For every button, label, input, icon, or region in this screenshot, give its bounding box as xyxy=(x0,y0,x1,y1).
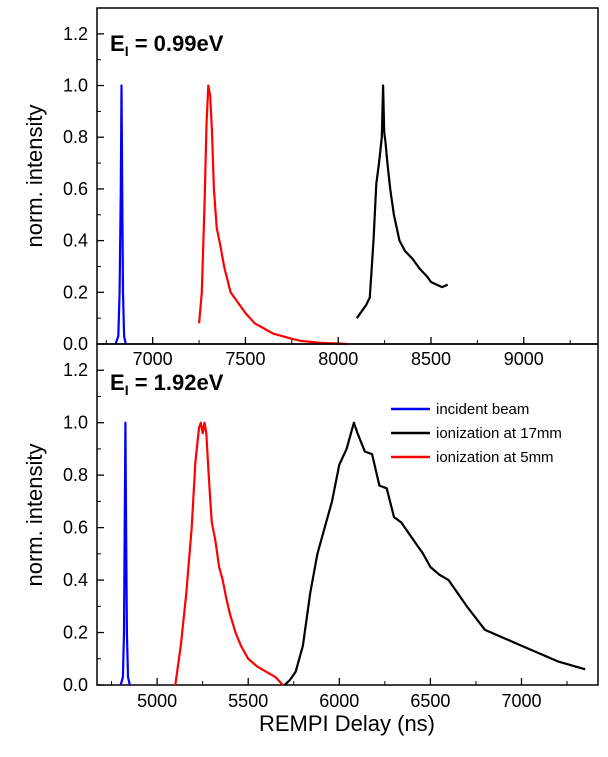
panel-top-title-rest: = 0.99eV xyxy=(129,31,224,56)
y-tick-label: 1.2 xyxy=(63,24,88,44)
legend-label-incident-beam: incident beam xyxy=(436,401,529,418)
series-line-incident-beam xyxy=(119,421,131,686)
panel-bottom: 5000 5500 6000 6500 7000 0.0 0.2 0.4 0.6 0.8 1.0 1… xyxy=(22,343,599,711)
y-tick-label: 1.0 xyxy=(63,413,88,433)
panel-bottom-series xyxy=(119,421,586,686)
series-line-ionization-at-5mm xyxy=(198,84,348,346)
x-tick-label: 7500 xyxy=(225,349,265,369)
x-tick-label: 8500 xyxy=(411,349,451,369)
panel-top-title-sub: I xyxy=(125,43,129,59)
y-tick-label: 0.2 xyxy=(63,282,88,302)
panel-top-y-ticks: 0.0 0.2 0.4 0.6 0.8 1.0 1.2 xyxy=(63,7,104,354)
x-tick-label: 7000 xyxy=(133,349,173,369)
y-tick-label: 1.0 xyxy=(63,76,88,96)
panel-top-title: EI = 0.99eV xyxy=(110,31,224,59)
y-tick-label: 0.6 xyxy=(63,179,88,199)
x-tick-label: 9000 xyxy=(504,349,544,369)
x-tick-label: 5500 xyxy=(228,691,268,711)
y-tick-label: 0.4 xyxy=(63,231,88,251)
series-line-ionization-at-5mm xyxy=(174,421,284,686)
x-axis-title: REMPI Delay (ns) xyxy=(259,711,435,736)
x-tick-label: 7000 xyxy=(501,691,541,711)
panel-bottom-title-main: E xyxy=(110,370,125,395)
panel-bottom-title: EI = 1.92eV xyxy=(110,370,224,398)
x-tick-label: 5000 xyxy=(137,691,177,711)
panel-top: 7000 7500 8000 8500 9000 0.0 0.2 0.4 0.6 0.8 1.0 1… xyxy=(22,7,599,369)
panel-bottom-title-rest: = 1.92eV xyxy=(129,370,224,395)
y-tick-label: 0.2 xyxy=(63,623,88,643)
y-tick-label: 1.2 xyxy=(63,360,88,380)
panel-top-y-axis-title: norm. intensity xyxy=(22,104,47,247)
panel-bottom-x-ticks: 5000 5500 6000 6500 7000 xyxy=(111,678,568,711)
series-line-incident-beam xyxy=(114,84,127,345)
y-tick-label: 0.8 xyxy=(63,465,88,485)
y-tick-label: 0.4 xyxy=(63,570,88,590)
panel-top-title-main: E xyxy=(110,31,125,56)
series-line-ionization-at-17mm xyxy=(355,84,449,319)
y-tick-label: 0.6 xyxy=(63,518,88,538)
series-line-ionization-at-17mm xyxy=(283,421,586,686)
panel-bottom-title-sub: I xyxy=(125,382,129,398)
x-tick-label: 6500 xyxy=(410,691,450,711)
panel-top-frame xyxy=(96,7,599,345)
panel-top-series xyxy=(114,84,449,346)
y-tick-label: 0.0 xyxy=(63,334,88,354)
panel-bottom-y-axis-title: norm. intensity xyxy=(22,443,47,586)
x-tick-label: 8000 xyxy=(318,349,358,369)
panel-bottom-y-ticks: 0.0 0.2 0.4 0.6 0.8 1.0 1.2 xyxy=(63,343,104,695)
y-tick-label: 0.0 xyxy=(63,675,88,695)
panel-top-x-ticks: 7000 7500 8000 8500 9000 xyxy=(105,337,571,369)
legend-label-ionization-17mm: ionization at 17mm xyxy=(436,425,562,442)
y-tick-label: 0.8 xyxy=(63,127,88,147)
legend-label-ionization-5mm: ionization at 5mm xyxy=(436,449,554,466)
x-tick-label: 6000 xyxy=(319,691,359,711)
legend: incident beam ionization at 17mm ionizat… xyxy=(391,401,562,466)
panel-bottom-frame xyxy=(96,343,599,686)
